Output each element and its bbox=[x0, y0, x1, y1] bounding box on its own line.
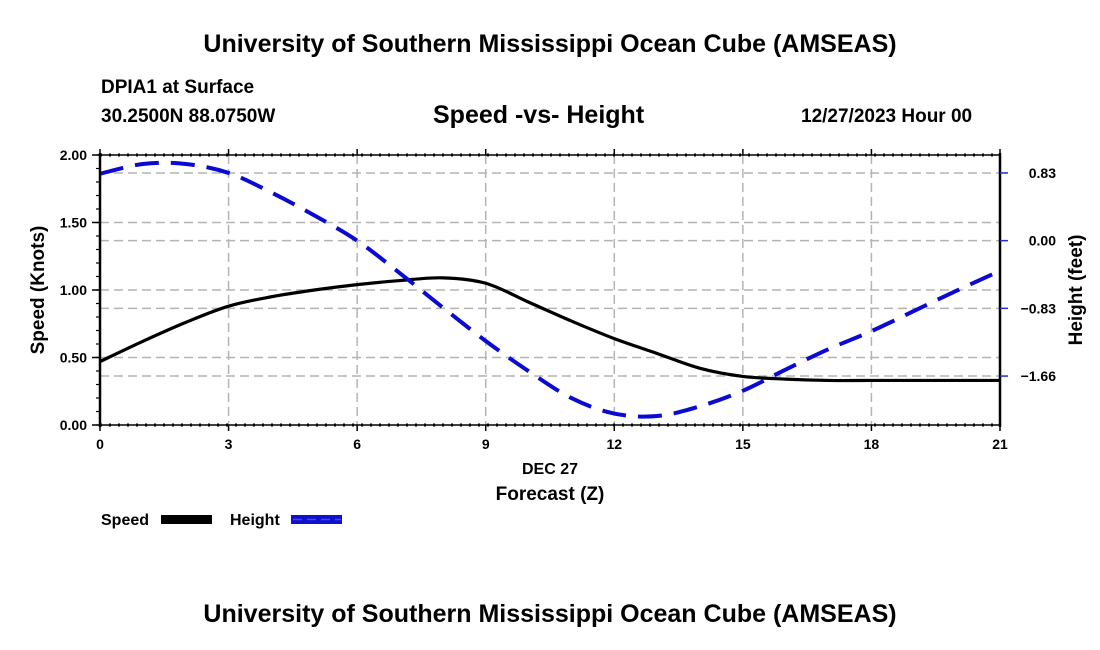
x-tick-label: 3 bbox=[225, 436, 233, 452]
x-date-label: DEC 27 bbox=[522, 461, 578, 478]
x-tick-label: 9 bbox=[482, 436, 490, 452]
y-tick-label: 1.50 bbox=[60, 215, 87, 231]
x-axis-title: Forecast (Z) bbox=[496, 484, 605, 505]
x-tick-label: 6 bbox=[353, 436, 361, 452]
datetime-label: 12/27/2023 Hour 00 bbox=[801, 106, 973, 127]
y2-tick-label: −1.66 bbox=[1021, 368, 1057, 384]
x-tick-label: 12 bbox=[606, 436, 622, 452]
legend-label-speed: Speed bbox=[101, 512, 149, 529]
coordinates-label: 30.2500N 88.0750W bbox=[101, 106, 276, 127]
legend-swatch-height bbox=[291, 515, 342, 524]
series-line-height bbox=[99, 160, 1001, 419]
y-tick-label: 0.50 bbox=[60, 350, 87, 366]
y2-axis-title: Height (feet) bbox=[1066, 235, 1087, 346]
x-tick-label: 18 bbox=[864, 436, 880, 452]
y2-tick-label: 0.83 bbox=[1029, 165, 1056, 181]
footer-title: University of Southern Mississippi Ocean… bbox=[203, 600, 897, 628]
series-line-speed bbox=[99, 276, 1000, 383]
axis-labels: Speed (Knots) Height (feet) DEC 27 Forec… bbox=[28, 226, 1087, 505]
main-title: University of Southern Mississippi Ocean… bbox=[203, 30, 897, 58]
y2-tick-label: −0.83 bbox=[1021, 300, 1057, 316]
legend-swatch-speed bbox=[161, 515, 212, 524]
x-tick-label: 15 bbox=[735, 436, 751, 452]
y-tick-label: 2.00 bbox=[60, 147, 87, 163]
x-tick-label: 21 bbox=[992, 436, 1008, 452]
y-axis-title: Speed (Knots) bbox=[28, 226, 49, 355]
x-tick-label: 0 bbox=[96, 436, 104, 452]
axes: 0.00 0.50 1.00 1.50 2.00 0.83 0.00 −0.83 −1.66 0 3… bbox=[60, 147, 1056, 452]
y-tick-label: 0.00 bbox=[60, 417, 87, 433]
chart-title: Speed -vs- Height bbox=[433, 101, 645, 129]
series-group bbox=[99, 160, 1001, 419]
station-label: DPIA1 at Surface bbox=[101, 77, 255, 98]
y2-tick-label: 0.00 bbox=[1029, 233, 1056, 249]
legend: Speed Height bbox=[101, 512, 342, 529]
y-tick-label: 1.00 bbox=[60, 282, 87, 298]
grid bbox=[100, 155, 1000, 425]
legend-label-height: Height bbox=[230, 512, 280, 529]
